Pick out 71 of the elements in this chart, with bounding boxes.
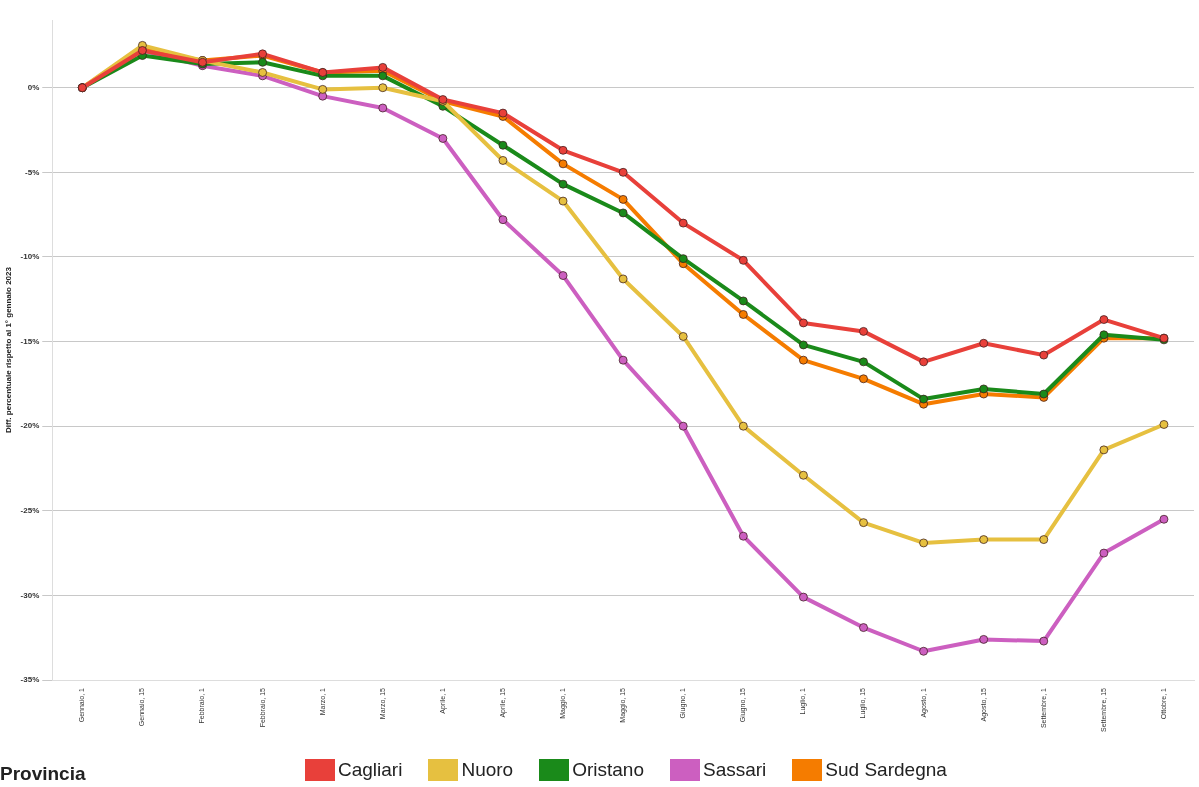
point: [919, 394, 929, 404]
point: [618, 355, 628, 365]
point: [738, 531, 748, 541]
point: [618, 274, 628, 284]
point: [919, 646, 929, 656]
y-tick-label: -15%: [20, 336, 40, 346]
y-tick-label: -30%: [20, 590, 40, 600]
y-axis-title: Diff. percentuale rispetto al 1° gennaio 2023: [4, 266, 13, 433]
legend-label: Cagliari: [338, 759, 403, 781]
point: [258, 57, 268, 67]
point: [738, 309, 748, 319]
point: [318, 84, 328, 94]
point: [919, 538, 929, 548]
point: [798, 340, 808, 350]
point: [1159, 514, 1169, 524]
point: [798, 592, 808, 602]
point: [859, 623, 868, 633]
point: [979, 535, 989, 545]
point: [1099, 315, 1109, 325]
point: [618, 167, 628, 177]
point: [558, 271, 568, 281]
y-tick-label: 0%: [27, 82, 40, 92]
point: [558, 159, 568, 169]
point: [798, 318, 808, 328]
legend-label: Oristano: [572, 759, 644, 781]
legend-label: Nuoro: [461, 759, 514, 781]
point: [1099, 445, 1109, 455]
point: [678, 218, 688, 228]
y-tick-label: -25%: [20, 506, 40, 515]
point: [738, 296, 748, 306]
point: [258, 67, 268, 77]
point: [1039, 636, 1049, 646]
point: [859, 326, 868, 336]
point: [979, 634, 989, 644]
legend-title: Provincia: [0, 763, 86, 785]
point: [558, 145, 568, 155]
y-tick-label: -20%: [20, 421, 40, 431]
legend-label: Sassari: [702, 759, 767, 781]
point: [1159, 419, 1169, 429]
point: [738, 421, 748, 431]
point: [678, 331, 688, 341]
y-tick-label: -35%: [20, 675, 40, 685]
point: [798, 470, 808, 480]
point: [558, 196, 568, 206]
point: [859, 374, 868, 384]
point: [498, 140, 508, 150]
point: [498, 155, 508, 165]
point: [618, 208, 628, 218]
point: [378, 83, 388, 93]
point: [979, 384, 989, 394]
point: [438, 133, 448, 143]
point: [378, 62, 388, 72]
point: [618, 194, 628, 204]
legend-label: Sud Sardegna: [825, 759, 947, 781]
point: [1039, 535, 1049, 545]
point: [979, 338, 989, 348]
point: [1039, 350, 1049, 360]
point: [798, 355, 808, 365]
point: [498, 215, 508, 225]
point: [378, 71, 388, 81]
point: [378, 103, 388, 113]
point: [919, 357, 929, 367]
point: [859, 357, 868, 367]
point: [1099, 548, 1109, 558]
point: [738, 255, 748, 265]
point: [678, 421, 688, 431]
point: [859, 518, 868, 528]
y-tick-label: -10%: [20, 252, 40, 262]
point: [558, 179, 568, 189]
point: [678, 254, 688, 264]
y-tick-label: -5%: [25, 167, 40, 177]
